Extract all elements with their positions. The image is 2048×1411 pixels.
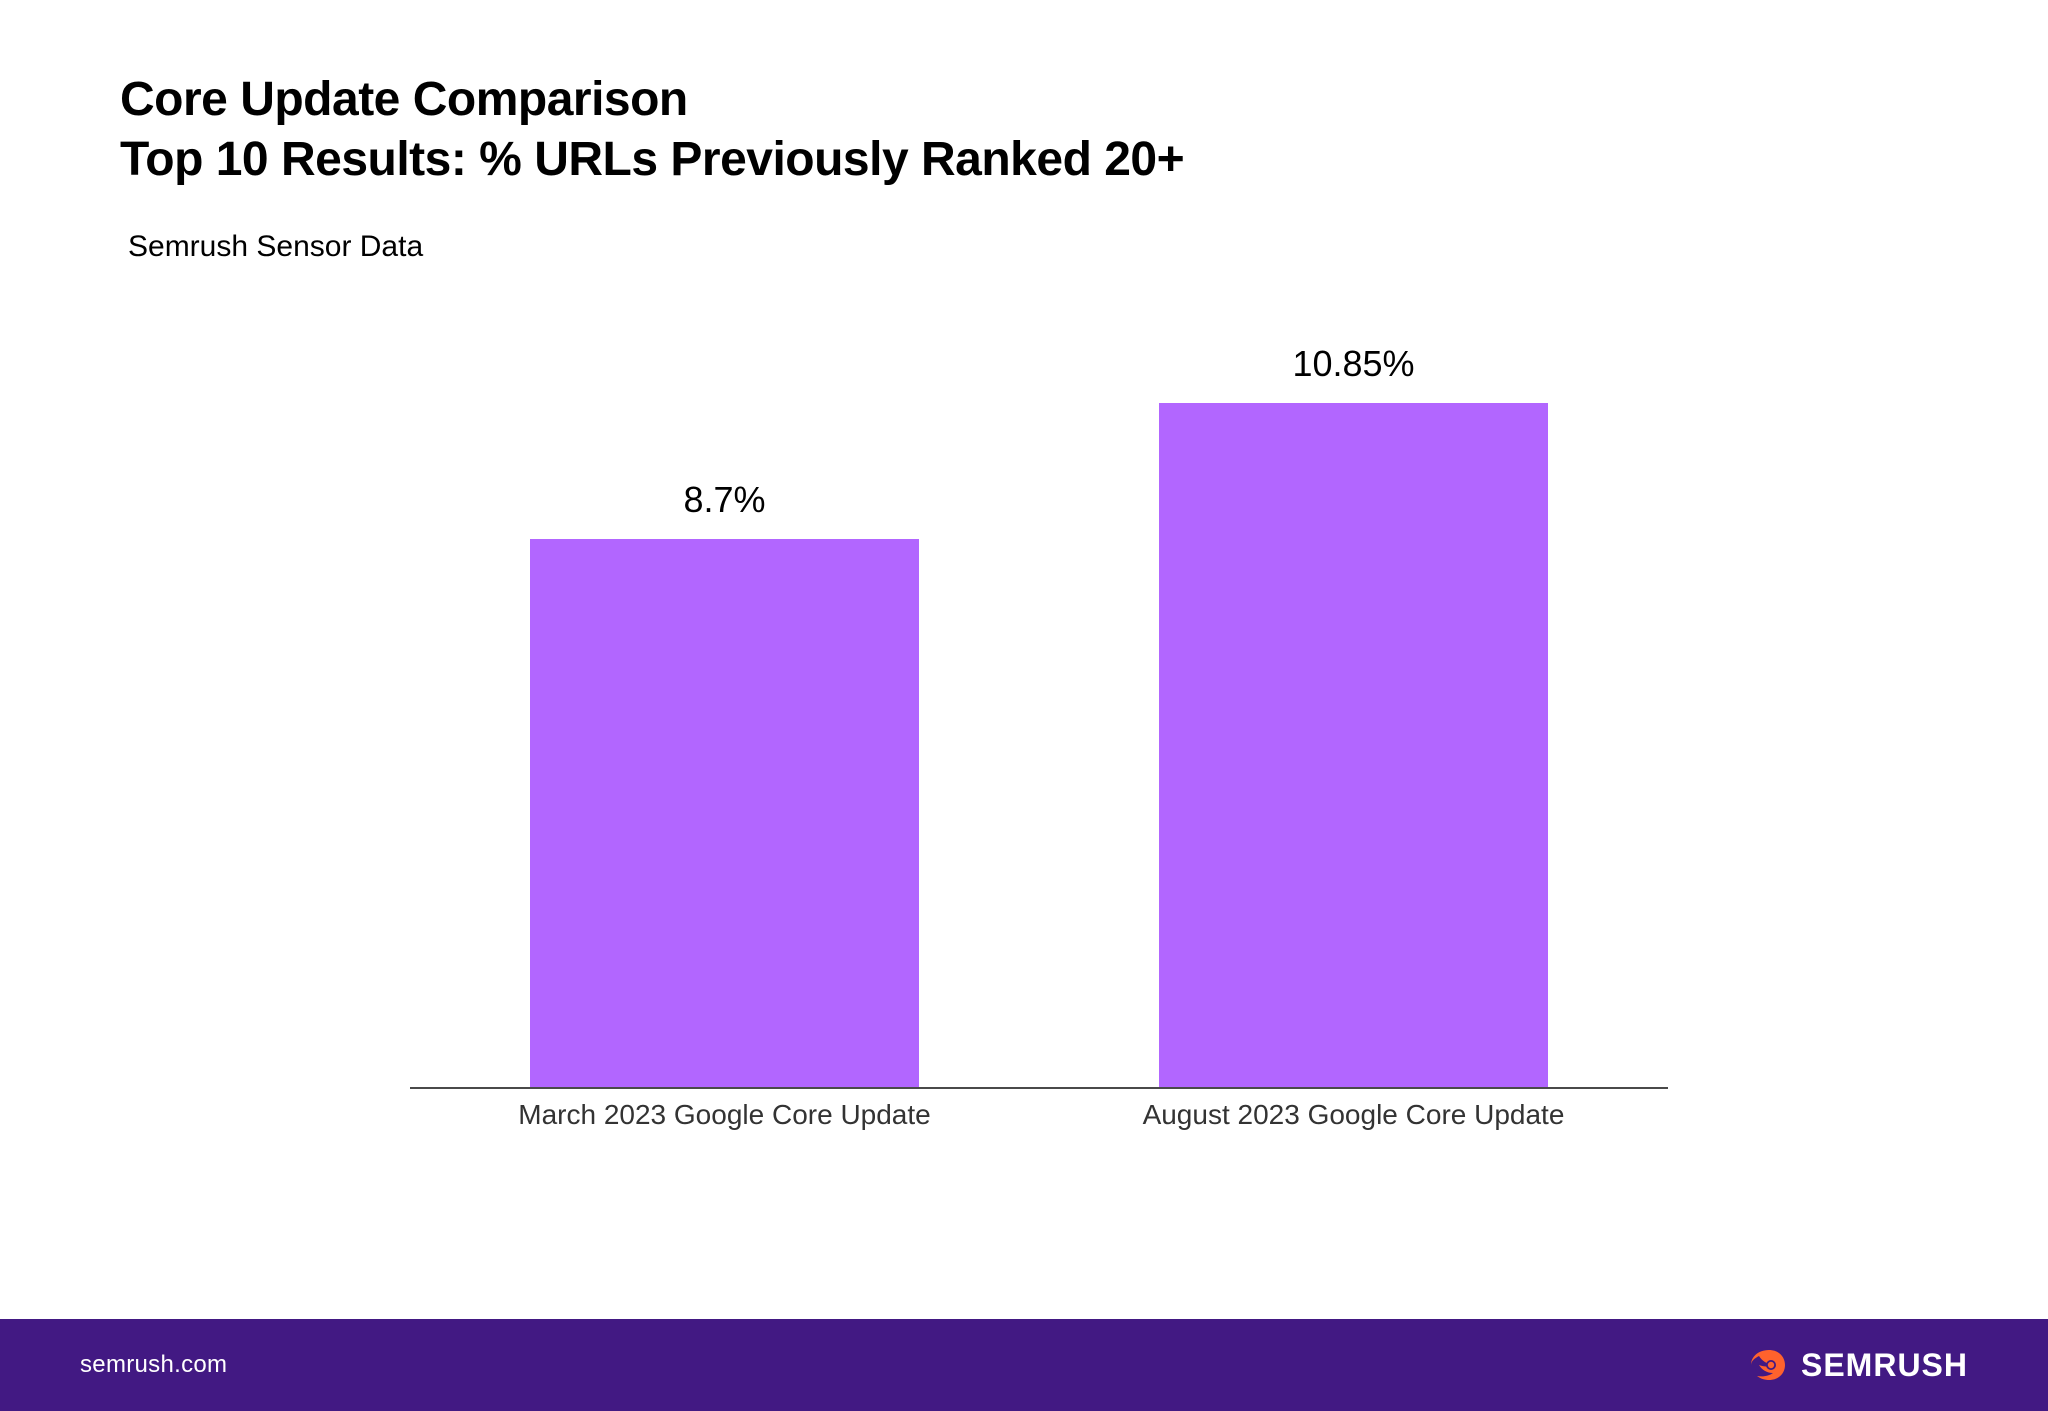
semrush-fireball-icon [1745,1343,1789,1387]
x-axis-labels: March 2023 Google Core Update August 202… [410,1089,1668,1139]
bar-column-0: 8.7% [410,330,1039,1089]
bar-1 [1159,403,1549,1089]
plot-area: 8.7% 10.85% [410,330,1668,1089]
bar-value-label-0: 8.7% [683,479,765,521]
bar-0 [530,539,920,1089]
chart-title-line1: Core Update Comparison [120,70,1928,130]
footer-bar: semrush.com SEMRUSH [0,1319,2048,1411]
bar-chart: 8.7% 10.85% March 2023 Google Core Updat… [410,330,1668,1139]
brand-logo: SEMRUSH [1745,1343,1968,1387]
footer-url: semrush.com [80,1351,227,1379]
x-axis-label-1: August 2023 Google Core Update [1039,1089,1668,1139]
x-axis-label-0: March 2023 Google Core Update [410,1089,1039,1139]
content-area: Core Update Comparison Top 10 Results: %… [0,0,2048,1319]
chart-subtitle: Semrush Sensor Data [128,230,1928,264]
brand-text: SEMRUSH [1801,1347,1968,1384]
bars-container: 8.7% 10.85% [410,330,1668,1089]
page-root: Core Update Comparison Top 10 Results: %… [0,0,2048,1411]
bar-value-label-1: 10.85% [1292,343,1414,385]
chart-title-line2: Top 10 Results: % URLs Previously Ranked… [120,130,1928,190]
bar-column-1: 10.85% [1039,330,1668,1089]
